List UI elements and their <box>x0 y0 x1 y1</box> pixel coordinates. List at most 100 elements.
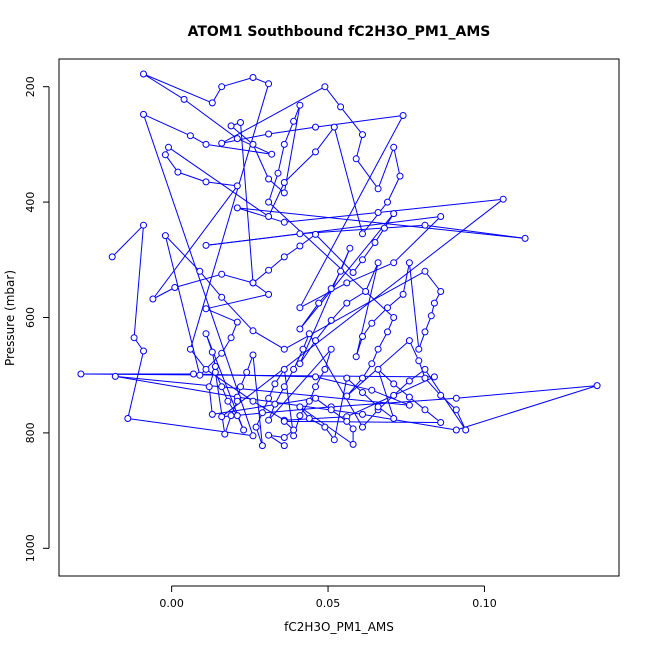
data-point <box>237 119 244 126</box>
series-segment <box>362 242 376 261</box>
data-point <box>352 155 360 163</box>
data-point <box>280 442 288 450</box>
data-point <box>421 365 429 373</box>
series-segment <box>377 369 395 419</box>
series-segment <box>408 262 420 350</box>
data-point <box>343 417 351 425</box>
data-point <box>399 112 407 119</box>
series-segment <box>268 182 285 217</box>
series-segment <box>378 198 504 213</box>
series-segment <box>252 330 285 350</box>
data-point <box>258 442 266 450</box>
data-point <box>312 123 319 131</box>
series-segment <box>115 375 410 406</box>
data-point <box>321 423 329 431</box>
data-point <box>186 132 194 140</box>
chart-title: ATOM1 Southbound fC2H3O_PM1_AMS <box>188 24 491 40</box>
data-point <box>233 397 241 405</box>
series-segment <box>174 273 222 288</box>
data-point <box>359 423 366 431</box>
data-point <box>368 360 376 368</box>
series-segment <box>283 121 295 145</box>
series-segment <box>424 369 467 431</box>
data-point <box>265 416 273 424</box>
series-segment <box>127 350 144 419</box>
data-point <box>305 330 313 338</box>
data-point <box>359 230 366 238</box>
series-segment <box>299 115 404 308</box>
series-segment <box>393 216 442 264</box>
data-point <box>280 179 288 186</box>
data-point <box>208 348 216 356</box>
data-point <box>171 284 179 291</box>
data-point <box>327 316 335 324</box>
series-segment <box>315 234 354 273</box>
data-point <box>327 285 335 293</box>
data-point <box>268 150 276 158</box>
data-point <box>271 400 279 408</box>
data-point <box>427 312 435 320</box>
series-segment <box>284 270 426 350</box>
data-point <box>296 360 304 368</box>
series-segment <box>315 376 372 391</box>
data-point <box>349 440 357 448</box>
series-segment <box>346 291 366 304</box>
data-point <box>249 351 257 359</box>
data-point <box>218 293 226 301</box>
series-segment <box>324 349 332 370</box>
data-point <box>384 304 391 312</box>
data-point <box>374 345 382 353</box>
series-segment <box>362 409 379 428</box>
data-point <box>296 101 304 109</box>
data-point <box>405 259 413 267</box>
series-segment <box>377 369 395 385</box>
data-point <box>430 373 438 381</box>
data-point <box>227 412 235 420</box>
data-point <box>499 195 507 203</box>
data-point <box>265 130 273 138</box>
series-segment <box>268 348 332 421</box>
data-point <box>374 185 382 193</box>
data-point <box>296 403 304 411</box>
data-point <box>249 327 257 335</box>
data-point <box>265 290 273 298</box>
data-point <box>452 426 460 434</box>
series-segment <box>230 125 254 145</box>
data-point <box>312 148 319 156</box>
data-point <box>390 391 398 399</box>
x-tick-label: 0.10 <box>472 597 497 610</box>
data-point <box>299 345 307 353</box>
series-segment <box>371 307 388 324</box>
data-point <box>312 383 319 391</box>
data-point <box>437 288 445 295</box>
data-point <box>593 382 601 390</box>
data-point <box>421 406 429 414</box>
x-axis: 0.00 0.05 0.10 <box>159 585 497 610</box>
data-point <box>315 299 323 307</box>
series-segment <box>408 340 420 362</box>
series-segment <box>315 320 332 341</box>
series-segment <box>190 348 207 370</box>
series-segment <box>115 375 238 398</box>
series-segment <box>346 262 394 284</box>
data-point <box>362 288 370 295</box>
data-point <box>265 394 273 402</box>
data-point <box>186 345 194 353</box>
data-point <box>221 430 229 438</box>
data-point <box>452 406 460 414</box>
data-point <box>415 345 423 353</box>
data-point <box>390 210 398 218</box>
data-point <box>265 198 273 206</box>
data-point <box>237 383 244 391</box>
y-tick-label: 800 <box>24 422 37 443</box>
y-tick-label: 1000 <box>24 534 37 562</box>
series-segment <box>212 397 316 415</box>
series-segment <box>362 201 388 235</box>
series-segment <box>299 248 351 364</box>
data-point <box>380 224 388 232</box>
data-point <box>305 415 313 422</box>
series-segment <box>199 270 223 298</box>
series-segment <box>455 409 467 431</box>
data-point <box>296 242 304 250</box>
data-point <box>305 397 313 405</box>
